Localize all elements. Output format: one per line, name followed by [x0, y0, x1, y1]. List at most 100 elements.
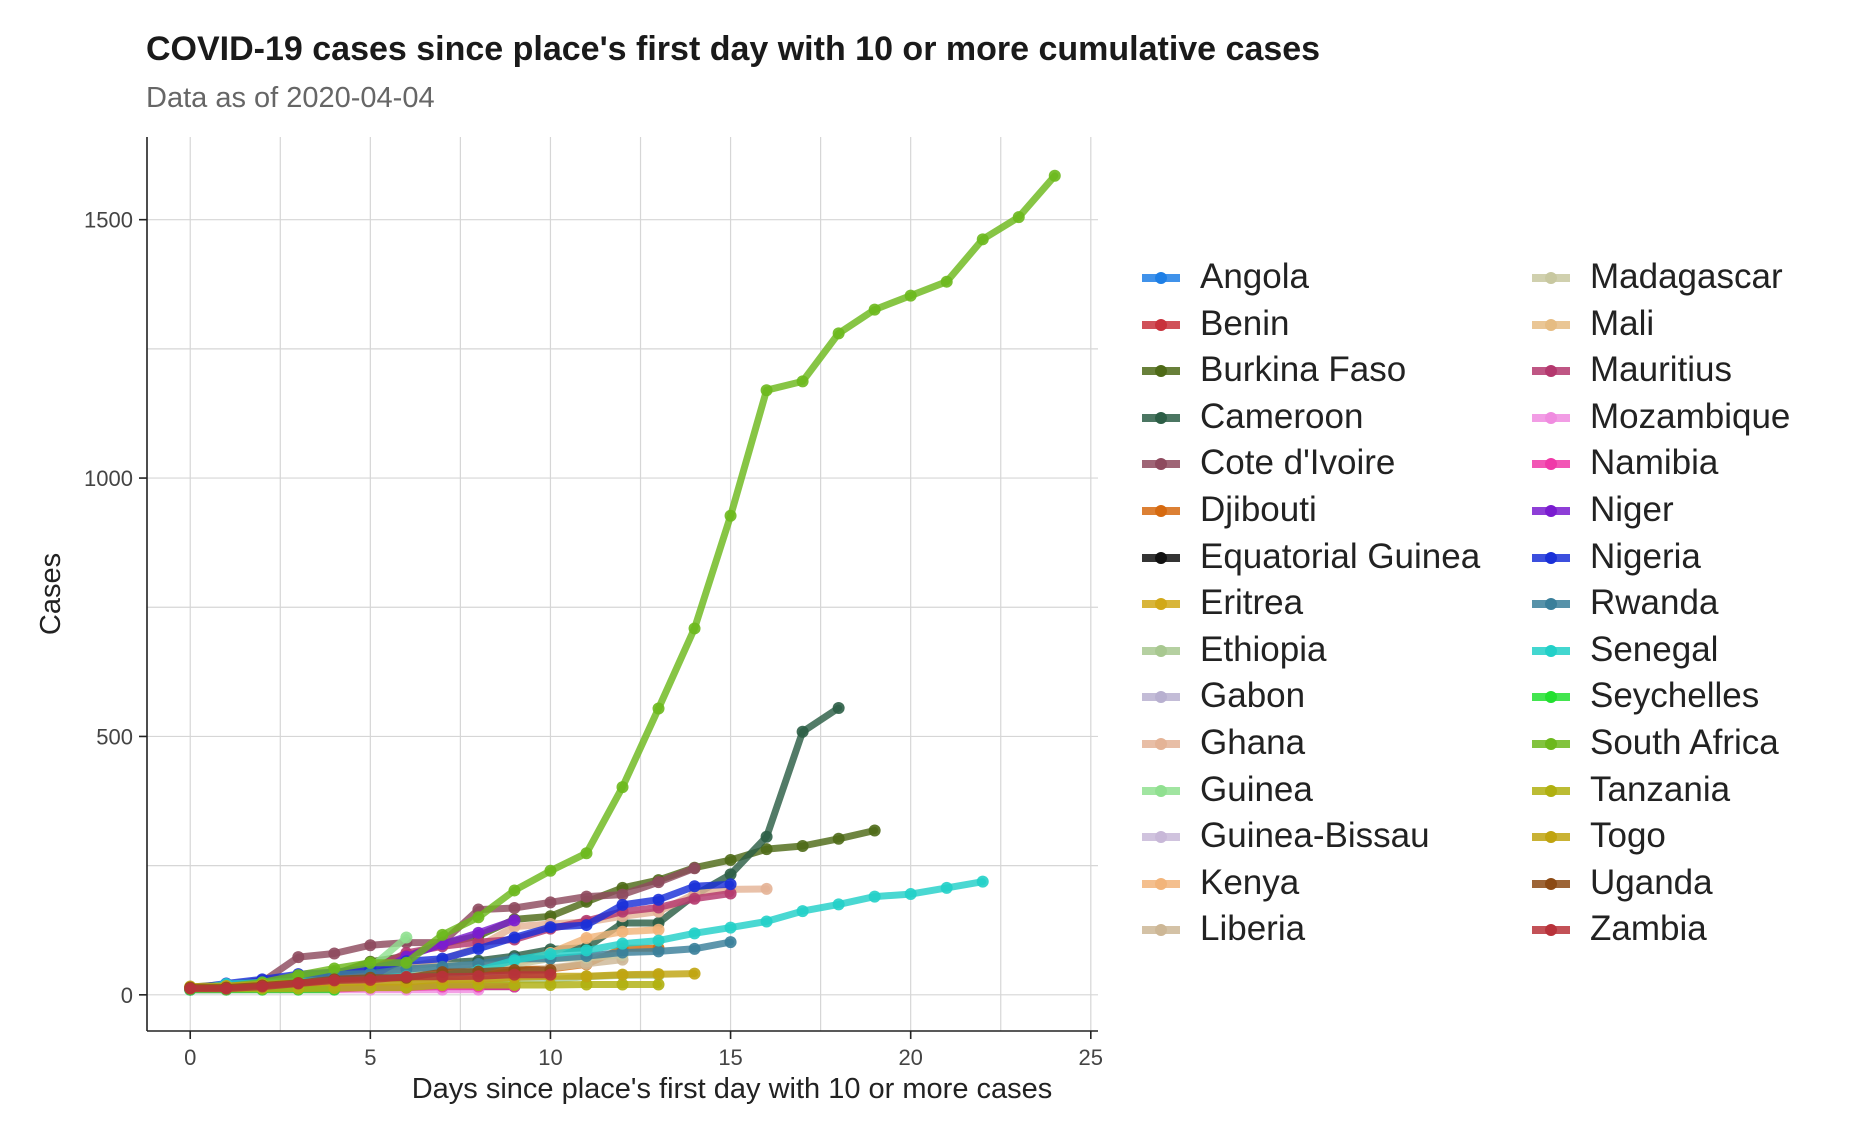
data-point [436, 952, 449, 965]
data-point [400, 956, 413, 969]
data-point [724, 509, 737, 522]
data-point [652, 968, 665, 981]
data-point [724, 878, 737, 891]
legend-label: Ethiopia [1200, 629, 1327, 669]
data-point [364, 956, 377, 969]
legend-item: Madagascar [1528, 254, 1783, 300]
data-point [220, 982, 233, 995]
data-point [976, 875, 989, 888]
legend-key [1528, 402, 1574, 432]
legend-key [1138, 262, 1184, 292]
legend-item: Ghana [1138, 720, 1305, 766]
chart-subtitle: Data as of 2020-04-04 [146, 82, 435, 114]
data-point [328, 947, 341, 960]
x-tick-label: 0 [184, 1045, 196, 1070]
data-point [868, 824, 881, 837]
legend-item: Niger [1528, 487, 1674, 533]
legend-label: Cameroon [1200, 396, 1364, 436]
legend-label: Togo [1590, 816, 1666, 856]
data-point [508, 968, 521, 981]
data-point [688, 622, 701, 635]
data-point [364, 973, 377, 986]
legend-key [1138, 355, 1184, 385]
legend-label: Madagascar [1590, 257, 1783, 296]
data-point [184, 982, 197, 995]
legend-label: Mauritius [1590, 350, 1732, 390]
data-point [616, 937, 629, 950]
data-point [616, 781, 629, 794]
legend-label: South Africa [1590, 723, 1779, 762]
legend-item: Benin [1138, 301, 1290, 347]
series-cameroon [184, 702, 845, 996]
data-point [940, 275, 953, 288]
legend-item: Nigeria [1528, 534, 1701, 580]
data-point [724, 887, 737, 900]
legend-key [1138, 681, 1184, 711]
legend-key [1138, 448, 1184, 478]
data-point [688, 892, 701, 905]
y-tick-label: 1500 [84, 208, 133, 233]
legend-item: Mauritius [1528, 347, 1732, 393]
data-point [904, 888, 917, 901]
legend-key [1528, 821, 1574, 851]
legend-item: Ethiopia [1138, 627, 1326, 673]
legend-item: Zambia [1528, 906, 1707, 952]
y-tick-label: 0 [121, 983, 133, 1008]
series-line [186, 704, 843, 994]
legend-item: South Africa [1528, 720, 1779, 766]
data-point [508, 931, 521, 944]
legend-key [1138, 728, 1184, 758]
data-point [976, 233, 989, 246]
data-point [292, 977, 305, 990]
legend-label: Benin [1200, 303, 1290, 343]
legend-key [1138, 635, 1184, 665]
legend-label: Djibouti [1200, 490, 1317, 529]
data-point [832, 832, 845, 845]
data-point [580, 970, 593, 983]
data-point [544, 968, 557, 981]
data-point [256, 980, 269, 993]
legend-item: Liberia [1138, 906, 1305, 952]
data-point [544, 948, 557, 961]
data-point [544, 979, 557, 992]
data-point [616, 946, 629, 959]
legend-item: Equatorial Guinea [1138, 534, 1480, 580]
legend-key [1138, 775, 1184, 805]
chart-title: COVID-19 cases since place's first day w… [146, 30, 1321, 68]
data-point [688, 967, 701, 980]
legend-key [1528, 355, 1574, 385]
data-point [688, 927, 701, 940]
data-point [616, 978, 629, 991]
legend-key [1528, 728, 1574, 758]
legend-item: Seychelles [1528, 673, 1759, 719]
data-point [652, 934, 665, 947]
data-point [760, 830, 773, 843]
legend-key [1528, 495, 1574, 525]
legend-label: Rwanda [1590, 583, 1719, 623]
data-point [544, 921, 557, 934]
legend-label: Tanzania [1590, 769, 1731, 809]
data-point [652, 702, 665, 715]
data-point [436, 970, 449, 983]
data-point [796, 725, 809, 738]
legend-key [1528, 309, 1574, 339]
y-axis-title: Cases [35, 553, 67, 635]
legend-label: Burkina Faso [1200, 350, 1407, 390]
legend-label: Gabon [1200, 676, 1306, 716]
legend-label: Equatorial Guinea [1200, 536, 1481, 576]
legend-label: Guinea [1200, 769, 1313, 809]
data-point [616, 925, 629, 938]
legend-label: Angola [1200, 257, 1309, 296]
legend-item: Djibouti [1138, 487, 1317, 533]
legend-key [1528, 681, 1574, 711]
data-point [508, 954, 521, 967]
legend-key [1138, 309, 1184, 339]
data-point [544, 864, 557, 877]
legend-label: Eritrea [1200, 583, 1304, 623]
legend-item: Guinea [1138, 767, 1313, 813]
legend-key [1528, 262, 1574, 292]
legend-key [1528, 542, 1574, 572]
data-point [760, 843, 773, 856]
data-point [652, 923, 665, 936]
legend-label: Ghana [1200, 723, 1306, 762]
